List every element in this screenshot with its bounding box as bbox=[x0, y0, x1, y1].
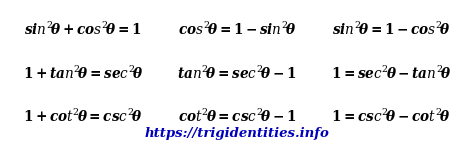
Text: $\boldsymbol{1 = csc^2\!\theta - cot^2\!\theta}$: $\boldsymbol{1 = csc^2\!\theta - cot^2\!… bbox=[331, 108, 451, 125]
Text: $\boldsymbol{tan^2\!\theta = sec^2\!\theta - 1}$: $\boldsymbol{tan^2\!\theta = sec^2\!\the… bbox=[177, 64, 297, 82]
Text: $\boldsymbol{sin^2\!\theta + cos^2\!\theta = 1}$: $\boldsymbol{sin^2\!\theta + cos^2\!\the… bbox=[24, 21, 142, 38]
Text: $\boldsymbol{1 + tan^2\!\theta = sec^2\!\theta}$: $\boldsymbol{1 + tan^2\!\theta = sec^2\!… bbox=[23, 64, 143, 82]
Text: $\boldsymbol{cos^2\!\theta = 1 - sin^2\!\theta}$: $\boldsymbol{cos^2\!\theta = 1 - sin^2\!… bbox=[178, 21, 296, 38]
Text: $\boldsymbol{1 + cot^2\!\theta = csc^2\!\theta}$: $\boldsymbol{1 + cot^2\!\theta = csc^2\!… bbox=[23, 108, 143, 125]
Text: $\boldsymbol{1 = sec^2\!\theta - tan^2\!\theta}$: $\boldsymbol{1 = sec^2\!\theta - tan^2\!… bbox=[331, 64, 451, 82]
Text: $\boldsymbol{cot^2\!\theta = csc^2\!\theta - 1}$: $\boldsymbol{cot^2\!\theta = csc^2\!\the… bbox=[178, 108, 296, 125]
Text: $\boldsymbol{sin^2\!\theta = 1 - cos^2\!\theta}$: $\boldsymbol{sin^2\!\theta = 1 - cos^2\!… bbox=[332, 21, 450, 38]
Text: https://trigidentities.info: https://trigidentities.info bbox=[145, 127, 329, 140]
